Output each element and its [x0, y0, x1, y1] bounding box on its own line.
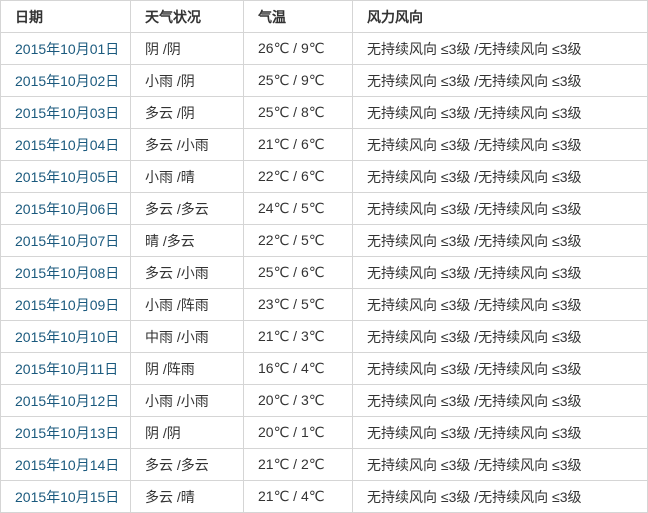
date-link[interactable]: 2015年10月06日	[15, 200, 120, 217]
column-header-date: 日期	[0, 0, 131, 33]
table-row: 2015年10月05日 小雨 /晴 22℃ / 6℃ 无持续风向 ≤3级 /无持续风向…	[0, 160, 648, 193]
date-link[interactable]: 2015年10月05日	[15, 168, 120, 185]
temp-cell: 25℃ / 9℃	[243, 64, 353, 97]
weather-cell: 多云 /多云	[130, 448, 244, 481]
date-cell: 2015年10月15日	[0, 480, 131, 513]
date-link[interactable]: 2015年10月03日	[15, 104, 120, 121]
weather-cell: 多云 /小雨	[130, 128, 244, 161]
weather-cell: 小雨 /小雨	[130, 384, 244, 417]
date-link[interactable]: 2015年10月01日	[15, 40, 120, 57]
weather-cell: 小雨 /阴	[130, 64, 244, 97]
table-row: 2015年10月06日 多云 /多云 24℃ / 5℃ 无持续风向 ≤3级 /无持续风…	[0, 192, 648, 225]
wind-cell: 无持续风向 ≤3级 /无持续风向 ≤3级	[352, 64, 648, 97]
date-link[interactable]: 2015年10月04日	[15, 136, 120, 153]
date-cell: 2015年10月14日	[0, 448, 131, 481]
table-row: 2015年10月08日 多云 /小雨 25℃ / 6℃ 无持续风向 ≤3级 /无持续风…	[0, 256, 648, 289]
wind-cell: 无持续风向 ≤3级 /无持续风向 ≤3级	[352, 480, 648, 513]
weather-cell: 多云 /阴	[130, 96, 244, 129]
temp-cell: 21℃ / 4℃	[243, 480, 353, 513]
wind-cell: 无持续风向 ≤3级 /无持续风向 ≤3级	[352, 256, 648, 289]
date-link[interactable]: 2015年10月09日	[15, 296, 120, 313]
header-row: 日期 天气状况 气温 风力风向	[0, 0, 648, 33]
weather-cell: 多云 /多云	[130, 192, 244, 225]
date-cell: 2015年10月09日	[0, 288, 131, 321]
table-header: 日期 天气状况 气温 风力风向	[0, 0, 648, 33]
wind-cell: 无持续风向 ≤3级 /无持续风向 ≤3级	[352, 96, 648, 129]
temp-cell: 25℃ / 6℃	[243, 256, 353, 289]
date-link[interactable]: 2015年10月13日	[15, 424, 120, 441]
table-row: 2015年10月13日阴 /阴 20℃ / 1℃ 无持续风向 ≤3级 /无持续风向 …	[0, 416, 648, 449]
date-cell: 2015年10月13日	[0, 416, 131, 449]
temp-cell: 21℃ / 2℃	[243, 448, 353, 481]
wind-cell: 无持续风向 ≤3级 /无持续风向 ≤3级	[352, 416, 648, 449]
date-link[interactable]: 2015年10月11日	[15, 360, 119, 377]
table-row: 2015年10月02日 小雨 /阴 25℃ / 9℃ 无持续风向 ≤3级 /无持续风向…	[0, 64, 648, 97]
wind-cell: 无持续风向 ≤3级 /无持续风向 ≤3级	[352, 384, 648, 417]
wind-cell: 无持续风向 ≤3级 /无持续风向 ≤3级	[352, 128, 648, 161]
table-row: 2015年10月15日 多云 /晴 21℃ / 4℃ 无持续风向 ≤3级 /无持续风向…	[0, 480, 648, 513]
weather-cell: 晴 /多云	[130, 224, 244, 257]
table-row: 2015年10月03日 多云 /阴 25℃ / 8℃ 无持续风向 ≤3级 /无持续风向…	[0, 96, 648, 129]
wind-cell: 无持续风向 ≤3级 /无持续风向 ≤3级	[352, 448, 648, 481]
date-link[interactable]: 2015年10月02日	[15, 72, 120, 89]
column-header-weather: 天气状况	[130, 0, 244, 33]
table-row: 2015年10月10日 中雨 /小雨 21℃ / 3℃ 无持续风向 ≤3级 /无持续风…	[0, 320, 648, 353]
weather-cell: 阴 /阴	[130, 416, 244, 449]
wind-cell: 无持续风向 ≤3级 /无持续风向 ≤3级	[352, 288, 648, 321]
temp-cell: 24℃ / 5℃	[243, 192, 353, 225]
wind-cell: 无持续风向 ≤3级 /无持续风向 ≤3级	[352, 224, 648, 257]
temp-cell: 26℃ / 9℃	[243, 32, 353, 65]
date-link[interactable]: 2015年10月12日	[15, 392, 120, 409]
column-header-wind: 风力风向	[352, 0, 648, 33]
temp-cell: 23℃ / 5℃	[243, 288, 353, 321]
wind-cell: 无持续风向 ≤3级 /无持续风向 ≤3级	[352, 192, 648, 225]
table-row: 2015年10月14日 多云 /多云 21℃ / 2℃ 无持续风向 ≤3级 /无持续风…	[0, 448, 648, 481]
date-cell: 2015年10月08日	[0, 256, 131, 289]
table-row: 2015年10月01日阴 /阴 26℃ / 9℃ 无持续风向 ≤3级 /无持续风向 …	[0, 32, 648, 65]
temp-cell: 20℃ / 1℃	[243, 416, 353, 449]
date-cell: 2015年10月04日	[0, 128, 131, 161]
wind-cell: 无持续风向 ≤3级 /无持续风向 ≤3级	[352, 352, 648, 385]
weather-cell: 中雨 /小雨	[130, 320, 244, 353]
date-link[interactable]: 2015年10月15日	[15, 488, 120, 505]
wind-cell: 无持续风向 ≤3级 /无持续风向 ≤3级	[352, 160, 648, 193]
table-row: 2015年10月11日阴 /阵雨 16℃ / 4℃ 无持续风向 ≤3级 /无持续风向…	[0, 352, 648, 385]
date-cell: 2015年10月01日	[0, 32, 131, 65]
wind-cell: 无持续风向 ≤3级 /无持续风向 ≤3级	[352, 32, 648, 65]
temp-cell: 22℃ / 5℃	[243, 224, 353, 257]
temp-cell: 21℃ / 6℃	[243, 128, 353, 161]
table-row: 2015年10月04日 多云 /小雨 21℃ / 6℃ 无持续风向 ≤3级 /无持续风…	[0, 128, 648, 161]
date-cell: 2015年10月03日	[0, 96, 131, 129]
date-cell: 2015年10月06日	[0, 192, 131, 225]
weather-cell: 多云 /小雨	[130, 256, 244, 289]
date-link[interactable]: 2015年10月08日	[15, 264, 120, 281]
date-link[interactable]: 2015年10月10日	[15, 328, 120, 345]
weather-cell: 小雨 /阵雨	[130, 288, 244, 321]
date-cell: 2015年10月11日	[0, 352, 131, 385]
temp-cell: 22℃ / 6℃	[243, 160, 353, 193]
temp-cell: 16℃ / 4℃	[243, 352, 353, 385]
date-cell: 2015年10月10日	[0, 320, 131, 353]
date-cell: 2015年10月12日	[0, 384, 131, 417]
wind-cell: 无持续风向 ≤3级 /无持续风向 ≤3级	[352, 320, 648, 353]
date-cell: 2015年10月02日	[0, 64, 131, 97]
date-link[interactable]: 2015年10月14日	[15, 456, 120, 473]
table-row: 2015年10月09日 小雨 /阵雨 23℃ / 5℃ 无持续风向 ≤3级 /无持续风…	[0, 288, 648, 321]
date-cell: 2015年10月05日	[0, 160, 131, 193]
table-body: 2015年10月01日阴 /阴 26℃ / 9℃ 无持续风向 ≤3级 /无持续风向 …	[0, 32, 648, 513]
table-row: 2015年10月12日 小雨 /小雨 20℃ / 3℃ 无持续风向 ≤3级 /无持续风…	[0, 384, 648, 417]
column-header-temp: 气温	[243, 0, 353, 33]
temp-cell: 20℃ / 3℃	[243, 384, 353, 417]
weather-cell: 阴 /阵雨	[130, 352, 244, 385]
weather-cell: 多云 /晴	[130, 480, 244, 513]
table-row: 2015年10月07日晴 /多云 22℃ / 5℃ 无持续风向 ≤3级 /无持续风向…	[0, 224, 648, 257]
date-link[interactable]: 2015年10月07日	[15, 232, 120, 249]
temp-cell: 25℃ / 8℃	[243, 96, 353, 129]
date-cell: 2015年10月07日	[0, 224, 131, 257]
weather-cell: 阴 /阴	[130, 32, 244, 65]
weather-cell: 小雨 /晴	[130, 160, 244, 193]
temp-cell: 21℃ / 3℃	[243, 320, 353, 353]
